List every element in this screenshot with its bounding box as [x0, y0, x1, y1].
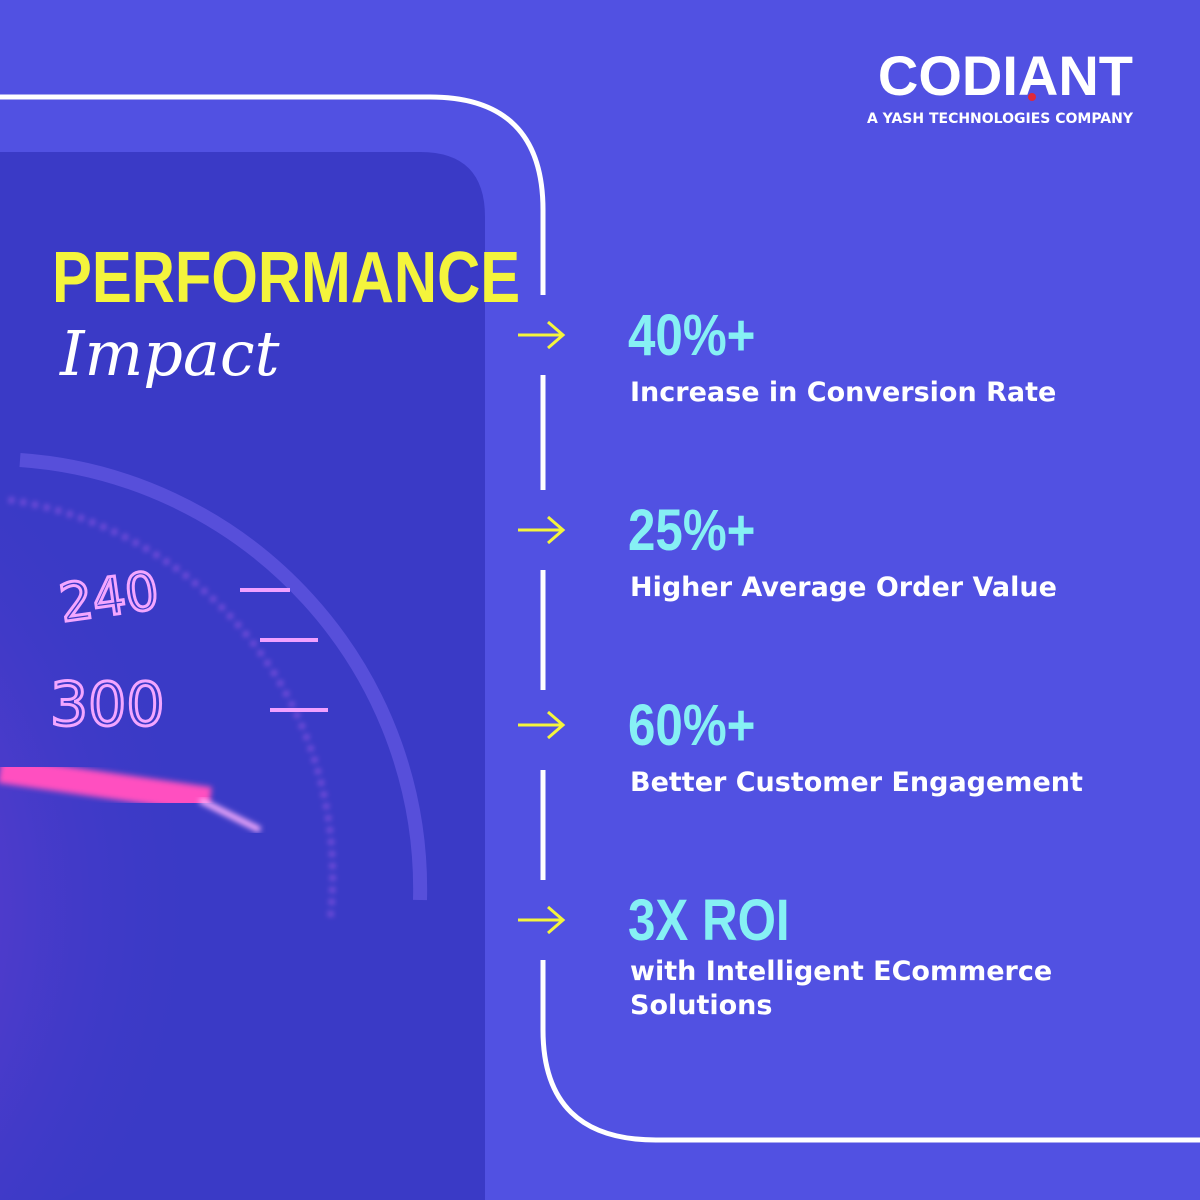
stat-label: Better Customer Engagement: [630, 767, 1083, 798]
frame-line: [0, 94, 1200, 1143]
arrow: [518, 515, 566, 545]
speedometer: 240 300: [0, 417, 428, 1200]
gauge-needle: [0, 757, 212, 813]
stat-label: Higher Average Order Value: [630, 572, 1057, 603]
gauge-ticks: [9, 498, 335, 921]
gauge-tick: [198, 797, 262, 833]
arrow: [518, 320, 566, 350]
brand-dot: [1028, 93, 1036, 101]
stat-value: 40%+: [628, 303, 755, 368]
gauge-rim: [19, 453, 428, 901]
stat-label: Increase in Conversion Rate: [630, 377, 1056, 408]
stat-label: with Intelligent ECommerce Solutions: [630, 956, 1052, 1021]
arrow: [518, 710, 566, 740]
heading-script: Impact: [59, 317, 280, 390]
heading-title: PERFORMANCE: [52, 238, 520, 319]
gauge-label: 300: [50, 670, 165, 740]
gauge-glow: [0, 417, 300, 1200]
stat-value: 25%+: [628, 498, 755, 563]
arrow: [518, 905, 566, 935]
brand-name: CODIANT: [878, 44, 1133, 107]
brand-tagline: A YASH TECHNOLOGIES COMPANY: [867, 111, 1134, 127]
stat-value: 60%+: [628, 693, 755, 758]
stat-label-line: with Intelligent ECommerce: [630, 956, 1052, 987]
stat-label-line: Solutions: [630, 990, 772, 1021]
stats: 40%+ Increase in Conversion Rate 25%+ Highe…: [518, 303, 1083, 1021]
stat-value: 3X ROI: [628, 888, 790, 953]
